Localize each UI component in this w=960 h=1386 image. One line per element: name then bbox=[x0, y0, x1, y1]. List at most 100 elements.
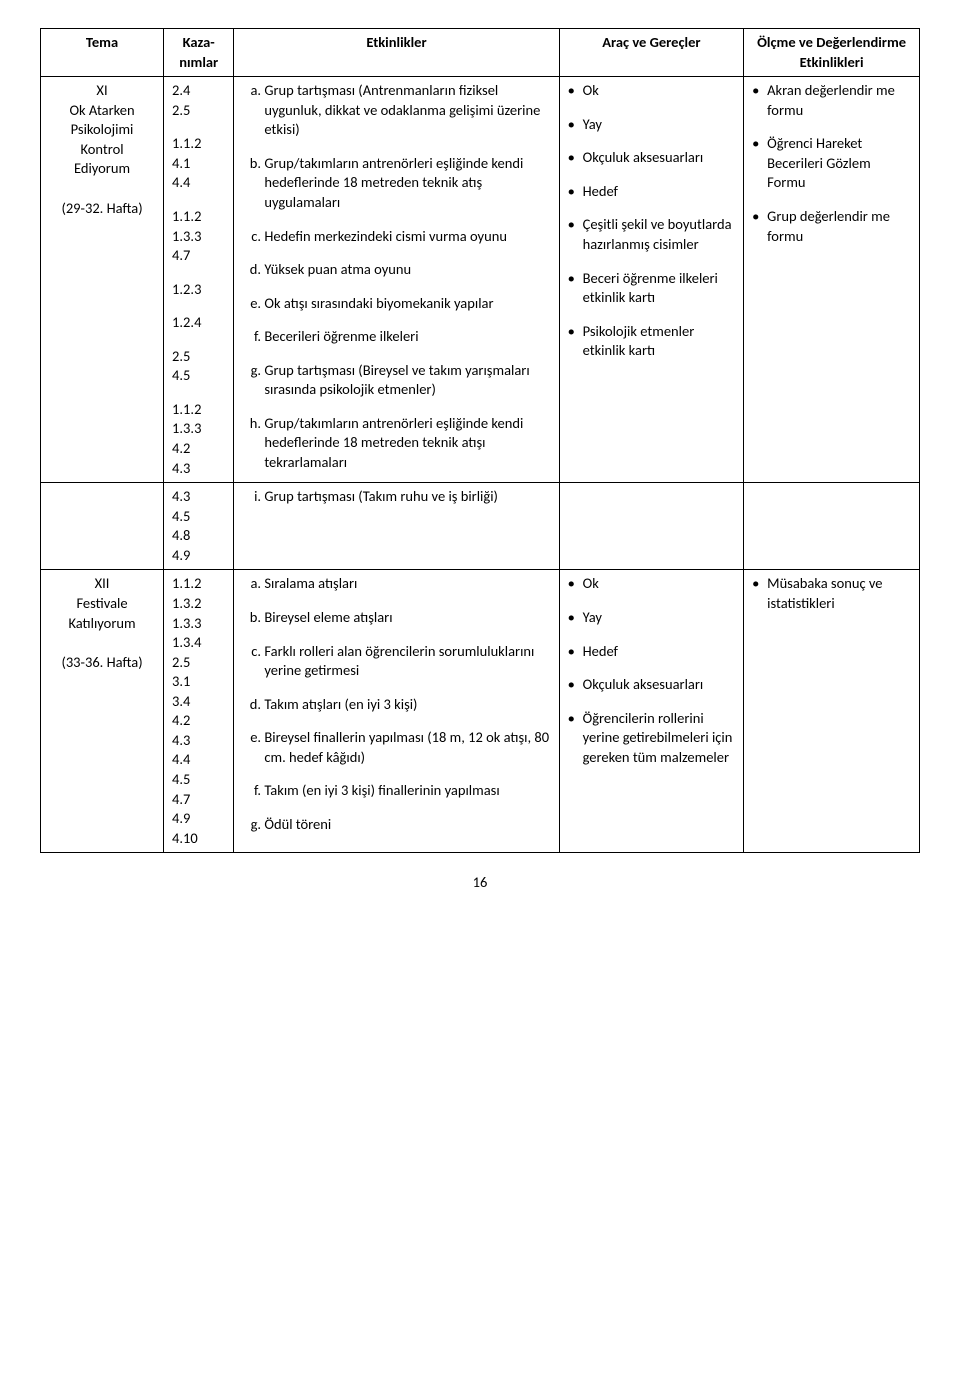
page-number: 16 bbox=[40, 873, 920, 893]
tema-line: Kontrol bbox=[49, 140, 155, 160]
arac-xii: Ok Yay Hedef Okçuluk aksesuarları Öğrenciler… bbox=[559, 570, 744, 853]
olc-empty bbox=[744, 483, 920, 570]
etk-item: Takım atışları (en iyi 3 kişi) bbox=[264, 695, 550, 715]
arac-item: Çeşitli şekil ve boyutlarda hazırlanmış … bbox=[568, 215, 736, 254]
olc-item: Öğrenci Hareket Becerileri Gözlem Formu bbox=[752, 134, 911, 193]
tema-line: Ok Atarken bbox=[49, 101, 155, 121]
arac-item: Öğrencilerin rollerini yerine getirebilm… bbox=[568, 709, 736, 768]
kaz-code: 1.3.3 bbox=[172, 614, 225, 634]
etk-xi: Grup tartışması (Antrenmanların fiziksel… bbox=[234, 77, 559, 483]
kaz-code: 2.5 bbox=[172, 347, 225, 367]
kaz-xi: 2.42.51.1.24.14.41.1.21.3.34.71.2.31.2.4… bbox=[164, 77, 234, 483]
kaz-code: 3.4 bbox=[172, 692, 225, 712]
arac-item: Okçuluk aksesuarları bbox=[568, 148, 736, 168]
etk-xi-cont: Grup tartışması (Takım ruhu ve iş birliğ… bbox=[234, 483, 559, 570]
kaz-code: 1.3.2 bbox=[172, 594, 225, 614]
olc-item: Akran değerlendir me formu bbox=[752, 81, 911, 120]
etk-item: Ok atışı sırasındaki biyomekanik yapılar bbox=[264, 294, 550, 314]
arac-list-xii: Ok Yay Hedef Okçuluk aksesuarları Öğrenciler… bbox=[568, 574, 736, 767]
tema-xii: XII Festivale Katılıyorum (33-36. Hafta) bbox=[41, 570, 164, 853]
arac-empty bbox=[559, 483, 744, 570]
kaz-block: 1.2.4 bbox=[172, 313, 225, 333]
etk-item: Grup tartışması (Takım ruhu ve iş birliğ… bbox=[264, 487, 550, 507]
kaz-code: 4.5 bbox=[172, 366, 225, 386]
row-xii: XII Festivale Katılıyorum (33-36. Hafta)… bbox=[41, 570, 920, 853]
tema-week: (29-32. Hafta) bbox=[49, 199, 155, 219]
kaz-xii: 1.1.21.3.21.3.31.3.42.53.13.44.24.34.44.… bbox=[164, 570, 234, 853]
kaz-code: 4.10 bbox=[172, 829, 225, 849]
etk-item: Yüksek puan atma oyunu bbox=[264, 260, 550, 280]
kaz-block: 2.54.5 bbox=[172, 347, 225, 386]
kaz-code: 4.5 bbox=[172, 507, 225, 527]
hdr-kaz: Kaza- nımlar bbox=[164, 29, 234, 77]
kaz-code: 1.3.3 bbox=[172, 419, 225, 439]
row-xi: XI Ok Atarken Psikolojimi Kontrol Ediyor… bbox=[41, 77, 920, 483]
kaz-code: 2.4 bbox=[172, 81, 225, 101]
kaz-code: 4.4 bbox=[172, 173, 225, 193]
etk-item: Hedefin merkezindeki cismi vurma oyunu bbox=[264, 227, 550, 247]
etk-item: Becerileri öğrenme ilkeleri bbox=[264, 327, 550, 347]
kaz-code: 4.2 bbox=[172, 439, 225, 459]
etk-item: Grup tartışması (Bireysel ve takım yarış… bbox=[264, 361, 550, 400]
curriculum-table: Tema Kaza- nımlar Etkinlikler Araç ve Ge… bbox=[40, 28, 920, 853]
kaz-code: 4.9 bbox=[172, 809, 225, 829]
kaz-code: 1.1.2 bbox=[172, 134, 225, 154]
olc-list-xi: Akran değerlendir me formu Öğrenci Hareke… bbox=[752, 81, 911, 246]
kaz-code: 4.5 bbox=[172, 770, 225, 790]
arac-item: Hedef bbox=[568, 642, 736, 662]
arac-item: Okçuluk aksesuarları bbox=[568, 675, 736, 695]
kaz-code: 1.1.2 bbox=[172, 400, 225, 420]
etk-list-xi-cont: Grup tartışması (Takım ruhu ve iş birliğ… bbox=[242, 487, 550, 507]
tema-empty bbox=[41, 483, 164, 570]
hdr-tema: Tema bbox=[41, 29, 164, 77]
etk-item: Bireysel eleme atışları bbox=[264, 608, 550, 628]
etk-item: Grup/takımların antrenörleri eşliğinde k… bbox=[264, 414, 550, 473]
olc-item: Grup değerlendir me formu bbox=[752, 207, 911, 246]
kaz-code: 4.7 bbox=[172, 246, 225, 266]
tema-title: XII bbox=[49, 574, 155, 594]
kaz-code: 4.2 bbox=[172, 711, 225, 731]
kaz-code: 1.2.4 bbox=[172, 313, 225, 333]
kaz-code: 3.1 bbox=[172, 672, 225, 692]
hdr-olc: Ölçme ve Değerlendirme Etkinlikleri bbox=[744, 29, 920, 77]
etk-item: Takım (en iyi 3 kişi) finallerinin yapıl… bbox=[264, 781, 550, 801]
arac-item: Psikolojik etmenler etkinlik kartı bbox=[568, 322, 736, 361]
etk-item: Ödül töreni bbox=[264, 815, 550, 835]
tema-title: XI bbox=[49, 81, 155, 101]
kaz-code: 4.9 bbox=[172, 546, 225, 566]
etk-item: Grup/takımların antrenörleri eşliğinde k… bbox=[264, 154, 550, 213]
tema-week: (33-36. Hafta) bbox=[49, 653, 155, 673]
kaz-code: 4.3 bbox=[172, 731, 225, 751]
tema-line: Ediyorum bbox=[49, 159, 155, 179]
etk-list-xi: Grup tartışması (Antrenmanların fiziksel… bbox=[242, 81, 550, 472]
kaz-code: 4.4 bbox=[172, 750, 225, 770]
kaz-block: 1.1.21.3.34.7 bbox=[172, 207, 225, 266]
kaz-code: 4.3 bbox=[172, 487, 225, 507]
kaz-code: 1.3.4 bbox=[172, 633, 225, 653]
kaz-block: 1.1.21.3.34.24.3 bbox=[172, 400, 225, 478]
tema-xi: XI Ok Atarken Psikolojimi Kontrol Ediyor… bbox=[41, 77, 164, 483]
kaz-code: 4.1 bbox=[172, 154, 225, 174]
arac-item: Ok bbox=[568, 574, 736, 594]
kaz-xi-cont: 4.34.54.84.9 bbox=[164, 483, 234, 570]
kaz-code: 2.5 bbox=[172, 653, 225, 673]
row-xi-cont: 4.34.54.84.9 Grup tartışması (Takım ruhu… bbox=[41, 483, 920, 570]
kaz-code: 1.1.2 bbox=[172, 574, 225, 594]
arac-item: Ok bbox=[568, 81, 736, 101]
kaz-code: 1.3.3 bbox=[172, 227, 225, 247]
olc-item: Müsabaka sonuç ve istatistikleri bbox=[752, 574, 911, 613]
arac-item: Beceri öğrenme ilkeleri etkinlik kartı bbox=[568, 269, 736, 308]
arac-list-xi: Ok Yay Okçuluk aksesuarları Hedef Çeşitli şe… bbox=[568, 81, 736, 361]
arac-xi: Ok Yay Okçuluk aksesuarları Hedef Çeşitli şe… bbox=[559, 77, 744, 483]
hdr-etk: Etkinlikler bbox=[234, 29, 559, 77]
etk-item: Bireysel finallerin yapılması (18 m, 12 … bbox=[264, 728, 550, 767]
etk-item: Sıralama atışları bbox=[264, 574, 550, 594]
olc-xii: Müsabaka sonuç ve istatistikleri bbox=[744, 570, 920, 853]
kaz-code: 4.3 bbox=[172, 459, 225, 479]
kaz-code: 2.5 bbox=[172, 101, 225, 121]
hdr-arac: Araç ve Gereçler bbox=[559, 29, 744, 77]
etk-item: Grup tartışması (Antrenmanların fiziksel… bbox=[264, 81, 550, 140]
arac-item: Yay bbox=[568, 115, 736, 135]
arac-item: Hedef bbox=[568, 182, 736, 202]
arac-item: Yay bbox=[568, 608, 736, 628]
